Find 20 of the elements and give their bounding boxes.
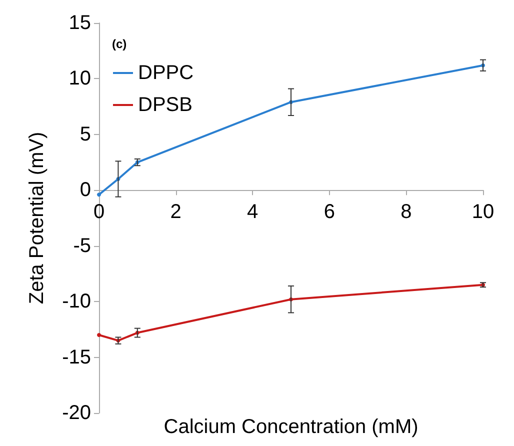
x-tick-label: 4 — [247, 201, 258, 224]
x-tick-label: 10 — [472, 201, 494, 224]
x-tick-label: 6 — [324, 201, 335, 224]
annotation: (c) — [112, 37, 127, 51]
x-axis-title: Calcium Concentration (mM) — [164, 416, 418, 438]
y-tick-label: -5 — [73, 234, 91, 257]
y-tick-label: -20 — [62, 402, 91, 424]
y-tick-label: 10 — [68, 68, 91, 90]
x-tick-label: 8 — [400, 201, 412, 224]
x-tick-label: 2 — [170, 201, 182, 224]
legend-label: DPPC — [138, 62, 194, 84]
y-tick-label: 15 — [68, 12, 91, 34]
legend-label: DPSB — [138, 94, 192, 116]
y-tick-label: -10 — [62, 290, 91, 313]
y-axis-title: Zeta Potential (mV) — [26, 132, 48, 304]
y-tick-label: 5 — [80, 123, 91, 146]
y-tick-label: 0 — [80, 179, 91, 202]
y-tick-label: -15 — [62, 346, 91, 368]
point — [97, 333, 101, 337]
point — [97, 192, 101, 197]
